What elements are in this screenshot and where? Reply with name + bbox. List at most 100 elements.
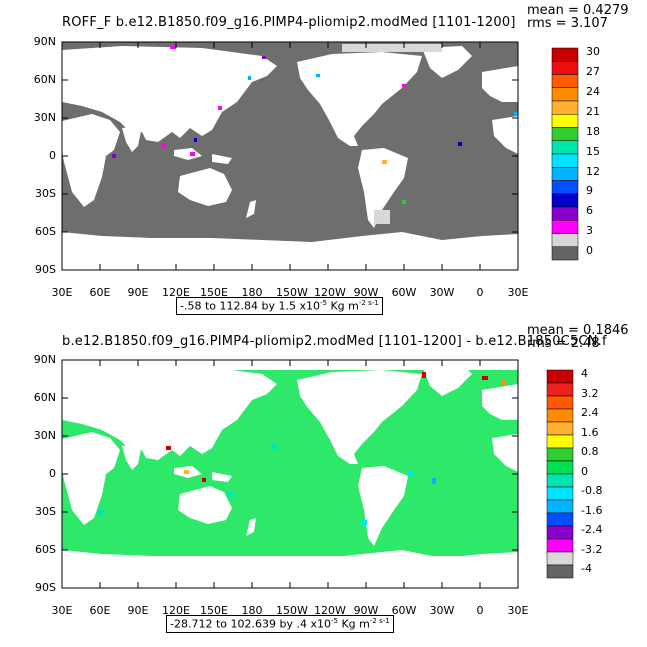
panel1-lon-label: 30W (429, 286, 455, 299)
panel2-colorbar-label: 0 (581, 464, 588, 478)
panel2-colorbar-label: 3.2 (581, 386, 599, 400)
colorbar-swatch (551, 206, 579, 221)
panel1-mean: mean = 0.4279 (527, 3, 629, 18)
colorbar-swatch (546, 473, 574, 488)
panel1-map (61, 41, 519, 271)
panel2-lon-label: 120W (314, 604, 346, 617)
panel2-coastal-anomalies (98, 372, 506, 525)
panel1-rms: rms = 3.107 (527, 16, 608, 31)
panel1-colorbar-label: 21 (586, 104, 600, 118)
colorbar-swatch (546, 434, 574, 449)
panel2-lat-label: 90S (35, 581, 56, 594)
panel1-lon-label: 120W (314, 286, 346, 299)
panel2-axis-ticks (61, 359, 519, 589)
panel2-lat-label: 30S (35, 505, 56, 518)
panel1-colorbar-label: 30 (586, 45, 600, 59)
panel2-lat-label: 60N (33, 391, 56, 404)
panel2-colorbar-label: -2.4 (581, 523, 603, 537)
panel1-lon-label: 120E (162, 286, 190, 299)
colorbar-swatch (551, 74, 579, 88)
colorbar-swatch (546, 460, 574, 475)
panel2-lon-label: 180 (241, 604, 263, 617)
colorbar-swatch (546, 447, 574, 462)
panel1-lon-label: 90W (353, 286, 379, 299)
panel2-colorbar-label: -0.8 (581, 484, 603, 498)
colorbar-swatch (551, 127, 579, 141)
colorbar-swatch (546, 408, 574, 423)
panel2-lon-label: 150E (200, 604, 228, 617)
panel2-lon-label: 60E (89, 604, 111, 617)
panel2-lon-label: 150W (276, 604, 308, 617)
panel1-lon-label: 0 (476, 286, 484, 299)
colorbar-swatch (551, 140, 579, 155)
panel2-mean: mean = 0.1846 (527, 323, 629, 338)
panel1-colorbar-label: 3 (586, 224, 593, 238)
colorbar-swatch (546, 564, 574, 579)
panel1-lat-label: 60S (35, 225, 56, 238)
panel2-lon-label: 90W (353, 604, 379, 617)
colorbar-swatch (551, 246, 579, 261)
colorbar-swatch (551, 61, 579, 75)
panel1-lat-label: 0 (49, 149, 56, 162)
colorbar-swatch (546, 369, 574, 384)
panel1-title: ROFF_F b.e12.B1850.f09_g16.PIMP4-pliomip… (62, 15, 516, 30)
panel2-lon-label: 30W (429, 604, 455, 617)
panel1-axis-ticks (61, 41, 519, 271)
panel2-range-units-exp: -2 s-1 (369, 617, 390, 625)
colorbar-swatch (551, 100, 579, 115)
panel2-range-units: Kg m (337, 617, 370, 631)
panel2-lat-label: 0 (49, 467, 56, 480)
panel2-lat-label: 60S (35, 543, 56, 556)
panel1-lat-label: 90N (33, 35, 56, 48)
panel2-lon-label: 90E (127, 604, 149, 617)
panel2-colorbar-label: 0.8 (581, 445, 599, 459)
panel1-lon-label: 150E (200, 286, 228, 299)
panel1-colorbar-label: 9 (586, 184, 593, 198)
panel1-lon-label: 180 (241, 286, 263, 299)
panel2-title: b.e12.B1850.f09_g16.PIMP4-pliomip2.modMe… (62, 334, 607, 349)
panel1-lat-label: 90S (35, 263, 56, 276)
colorbar-swatch (551, 193, 579, 208)
panel1-lon-label: 60W (391, 286, 417, 299)
panel2-map (61, 359, 519, 589)
panel2-lon-label: 0 (476, 604, 484, 617)
colorbar-swatch (546, 421, 574, 436)
colorbar-swatch (551, 114, 579, 128)
colorbar-swatch (546, 486, 574, 501)
panel1-lon-label: 90E (127, 286, 149, 299)
panel2-colorbar-label: 2.4 (581, 406, 599, 420)
panel1-lat-label: 30N (33, 111, 56, 124)
panel2-colorbar-label: -3.2 (581, 542, 603, 556)
colorbar-swatch (551, 87, 579, 102)
panel2-rms: rms = 2.48 (527, 336, 600, 351)
panel2-lon-label: 30E (51, 604, 73, 617)
panel1-lon-label: 60E (89, 286, 111, 299)
panel1-colorbar-label: 27 (586, 65, 600, 79)
panel1-range-units-exp: -2 s-1 (358, 299, 379, 307)
colorbar-swatch (551, 233, 579, 247)
colorbar-swatch (551, 167, 579, 181)
panel1-coastal-runoff (112, 46, 518, 204)
colorbar-swatch (551, 47, 579, 62)
colorbar-swatch (546, 551, 574, 566)
colorbar-swatch (546, 382, 574, 397)
colorbar-swatch (546, 395, 574, 410)
panel2-lat-label: 90N (33, 353, 56, 366)
panel2-lon-label: 30E (507, 604, 529, 617)
panel1-range-text: -.58 to 112.84 by 1.5 x10 (180, 299, 320, 313)
panel2-colorbar-label: -4 (581, 562, 592, 576)
colorbar-swatch (551, 220, 579, 234)
panel1-colorbar-label: 18 (586, 124, 600, 138)
panel1-range-units: Kg m (326, 299, 359, 313)
panel2-contour-range: -28.712 to 102.639 by .4 x10-5 Kg m-2 s-… (166, 615, 394, 633)
panel1-lon-label: 150W (276, 286, 308, 299)
panel1-contour-range: -.58 to 112.84 by 1.5 x10-5 Kg m-2 s-1 (176, 297, 383, 315)
panel2-colorbar-label: 4 (581, 367, 588, 381)
panel1-lon-label: 30E (507, 286, 529, 299)
colorbar-swatch (551, 153, 579, 168)
panel2-colorbar (546, 369, 574, 579)
panel2-colorbar-label: -1.6 (581, 503, 603, 517)
panel2-range-exp: -5 (330, 617, 338, 625)
panel2-lon-label: 60W (391, 604, 417, 617)
